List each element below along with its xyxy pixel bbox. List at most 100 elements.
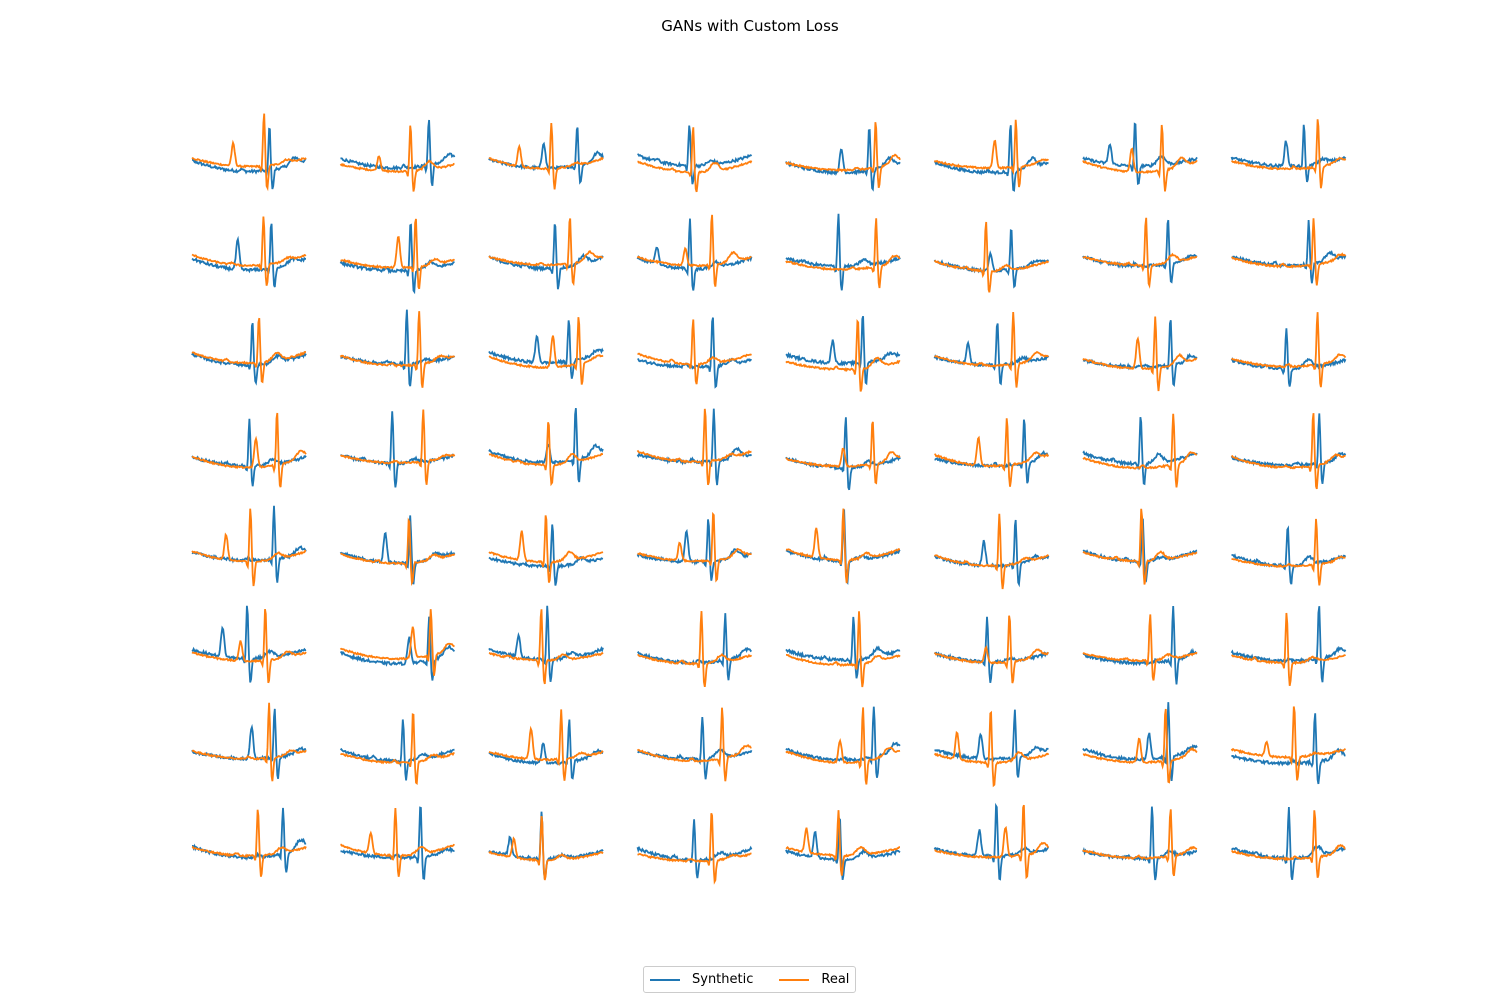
subplot-r4-c3 [488, 407, 604, 487]
subplot-r8-c7 [1082, 806, 1198, 881]
subplot-r8-c6 [933, 802, 1050, 881]
legend: Synthetic Real [643, 966, 856, 993]
trace-real-r6-c4 [637, 611, 753, 688]
trace-real-r2-c5 [785, 218, 901, 289]
subplot-r6-c1 [191, 605, 307, 684]
subplot-r2-c4 [636, 214, 753, 291]
trace-synthetic-r2-c3 [488, 224, 604, 290]
trace-synthetic-r8-c8 [1231, 806, 1346, 880]
subplot-r7-c3 [488, 709, 604, 781]
trace-synthetic-r3-c8 [1230, 328, 1347, 387]
trace-synthetic-r2-c7 [1082, 219, 1198, 284]
trace-real-r7-c8 [1230, 706, 1346, 781]
trace-real-r7-c6 [933, 710, 1050, 788]
trace-real-r2-c1 [191, 216, 307, 286]
trace-real-r6-c8 [1231, 612, 1346, 686]
trace-synthetic-r1-c3 [488, 127, 604, 185]
trace-synthetic-r1-c1 [192, 127, 307, 190]
trace-real-r4-c2 [340, 409, 456, 485]
trace-real-r8-c5 [785, 810, 900, 876]
trace-real-r3-c3 [488, 317, 604, 385]
subplot-r2-c1 [191, 216, 307, 288]
trace-real-r6-c3 [488, 609, 604, 685]
trace-real-r8-c2 [340, 807, 455, 877]
trace-real-r3-c8 [1231, 312, 1347, 388]
subplot-r4-c4 [636, 408, 753, 486]
trace-real-r5-c4 [637, 511, 752, 583]
trace-real-r4-c5 [785, 421, 901, 485]
trace-real-r8-c7 [1082, 809, 1198, 877]
trace-real-r7-c5 [785, 707, 901, 785]
trace-real-r2-c6 [933, 221, 1050, 293]
subplot-r2-c5 [785, 213, 901, 291]
trace-real-r2-c2 [340, 218, 456, 290]
subplot-r2-c8 [1231, 218, 1347, 286]
trace-synthetic-r4-c4 [636, 408, 753, 486]
subplot-r7-c2 [339, 713, 455, 786]
trace-synthetic-r7-c8 [1230, 713, 1346, 785]
trace-real-r5-c5 [785, 508, 900, 584]
trace-synthetic-r6-c1 [191, 605, 307, 683]
subplot-r3-c2 [339, 309, 456, 388]
subplot-r4-c7 [1082, 413, 1198, 488]
legend-label-synthetic: Synthetic [692, 972, 754, 987]
trace-real-r5-c7 [1082, 508, 1198, 585]
subplot-r2-c2 [339, 218, 456, 295]
trace-synthetic-r8-c1 [191, 807, 307, 873]
trace-real-r6-c2 [339, 609, 455, 676]
trace-synthetic-r2-c2 [339, 223, 455, 295]
subplot-r3-c5 [785, 315, 901, 392]
trace-synthetic-r1-c8 [1230, 124, 1347, 183]
subplot-r7-c8 [1230, 706, 1346, 785]
trace-synthetic-r4-c8 [1230, 413, 1347, 484]
subplot-r7-c6 [933, 709, 1050, 788]
trace-synthetic-r8-c5 [785, 816, 901, 880]
trace-synthetic-r1-c2 [340, 119, 456, 187]
subplot-r7-c1 [191, 702, 307, 782]
trace-real-r7-c1 [191, 702, 307, 782]
subplot-r6-c6 [933, 615, 1049, 684]
subplot-r5-c3 [488, 515, 604, 586]
trace-synthetic-r6-c4 [636, 613, 753, 681]
subplot-r3-c8 [1230, 312, 1347, 388]
trace-real-r3-c6 [934, 311, 1049, 388]
trace-real-r5-c1 [191, 508, 307, 587]
trace-synthetic-r8-c4 [636, 819, 753, 879]
trace-synthetic-r8-c7 [1082, 806, 1197, 881]
trace-synthetic-r1-c7 [1082, 122, 1198, 186]
subplot-r8-c1 [191, 807, 307, 877]
trace-real-r7-c3 [488, 709, 604, 781]
subplot-r6-c8 [1230, 606, 1347, 686]
trace-real-r4-c1 [191, 412, 307, 488]
trace-real-r6-c1 [191, 609, 307, 684]
trace-synthetic-r3-c2 [340, 309, 456, 387]
subplot-r8-c8 [1231, 806, 1346, 880]
trace-real-r3-c1 [191, 317, 306, 384]
subplot-r3-c4 [637, 317, 752, 389]
legend-label-real: Real [821, 972, 850, 987]
trace-real-r1-c6 [933, 119, 1049, 188]
trace-synthetic-r4-c6 [934, 419, 1049, 484]
trace-synthetic-r7-c7 [1082, 702, 1198, 781]
subplot-r4-c5 [785, 417, 901, 491]
trace-synthetic-r7-c4 [637, 717, 753, 780]
subplot-r3-c1 [191, 317, 307, 386]
subplot-r1-c7 [1082, 122, 1198, 192]
subplot-r5-c4 [636, 511, 752, 583]
subplot-r5-c7 [1082, 508, 1198, 585]
trace-synthetic-r3-c1 [191, 322, 307, 386]
trace-synthetic-r7-c3 [488, 719, 604, 780]
subplot-r3-c6 [933, 311, 1050, 388]
subplot-r2-c6 [933, 221, 1050, 293]
legend-swatch-real [779, 978, 810, 981]
trace-real-r3-c7 [1082, 316, 1198, 392]
trace-real-r7-c2 [340, 713, 455, 786]
trace-synthetic-r2-c1 [191, 223, 306, 288]
trace-real-r8-c4 [637, 813, 752, 885]
subplot-r2-c7 [1082, 217, 1198, 289]
trace-real-r3-c2 [339, 311, 456, 388]
subplot-r8-c4 [636, 813, 753, 885]
trace-synthetic-r7-c2 [339, 719, 455, 781]
trace-synthetic-r5-c2 [339, 515, 456, 585]
legend-item-real: Real [779, 972, 849, 987]
